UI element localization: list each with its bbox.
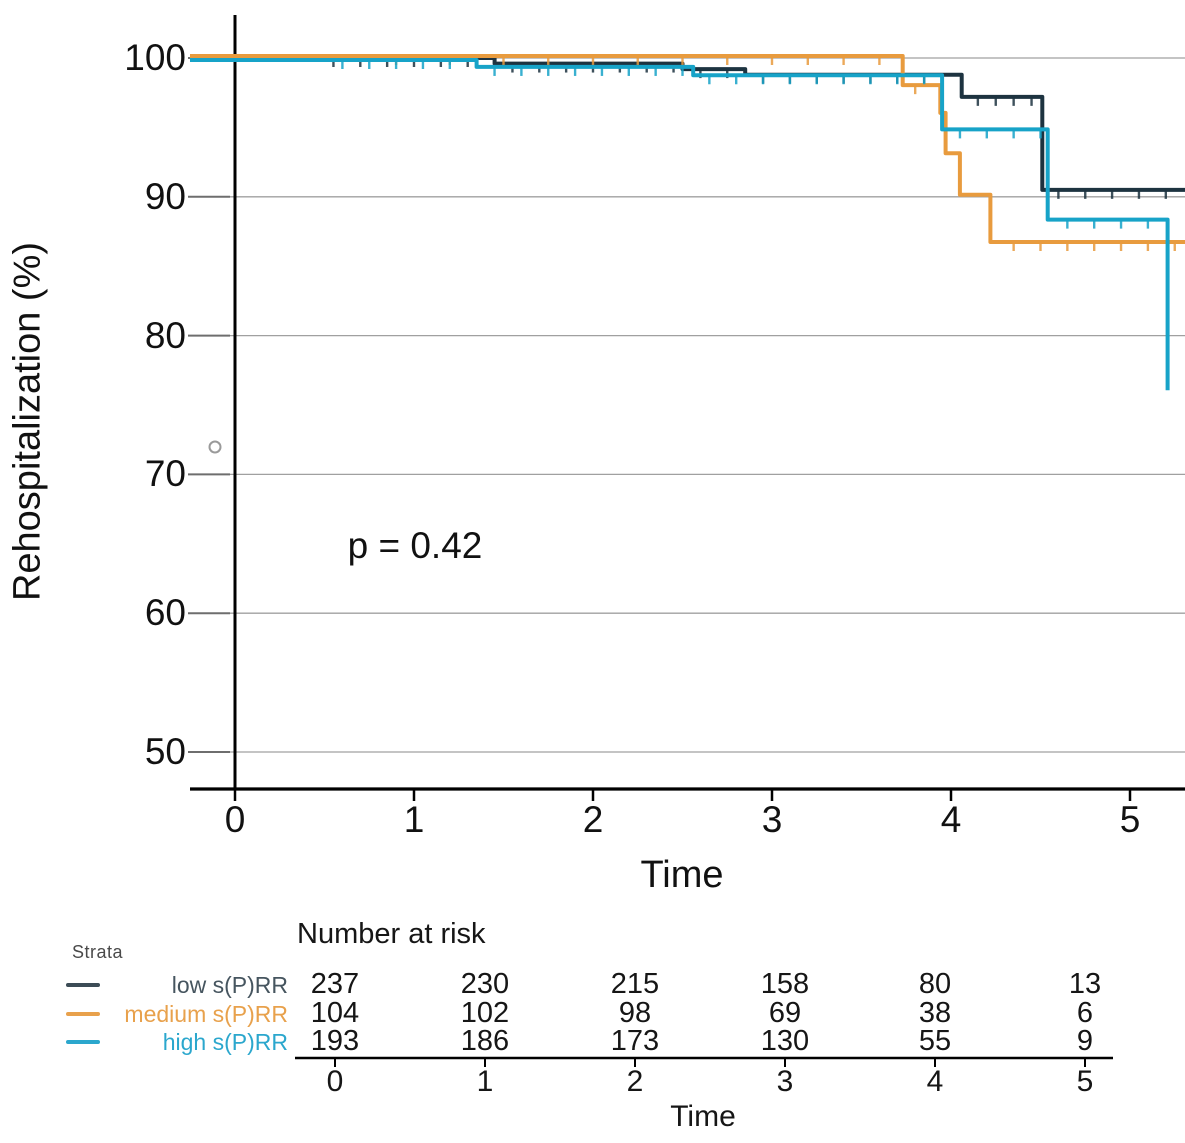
x-tick-label: 4 <box>940 799 962 840</box>
risk-time-label: 3 <box>776 1065 794 1098</box>
y-tick-label: 50 <box>144 731 186 772</box>
km-curve-low-s-p-rr <box>190 56 1185 192</box>
risk-count-high-s-p-rr: 9 <box>1076 1025 1094 1057</box>
risk-table-time-labels: 0 1 2 3 4 5 <box>260 1066 1160 1098</box>
risk-count-low-s-p-rr: 237 <box>310 968 360 1000</box>
risk-count-medium-s-p-rr: 38 <box>918 996 952 1029</box>
y-tick-label: 60 <box>144 592 186 634</box>
risk-count-medium-s-p-rr: 69 <box>768 996 802 1029</box>
risk-count-low-s-p-rr: 158 <box>760 968 810 1000</box>
risk-time-label: 5 <box>1076 1065 1094 1098</box>
legend-label-low-s-p-rr: low s(P)RR <box>171 972 288 998</box>
y-tick-label: 90 <box>144 175 186 217</box>
risk-count-high-s-p-rr: 55 <box>918 1025 952 1057</box>
risk-row-low-s-p-rr: 237 230 215 158 80 13 <box>260 970 1160 999</box>
risk-count-medium-s-p-rr: 104 <box>310 996 360 1029</box>
risk-count-low-s-p-rr: 80 <box>918 968 952 1000</box>
legend-label-high-s-p-rr: high s(P)RR <box>162 1029 288 1055</box>
legend-dash-medium-s-p-rr <box>66 1011 100 1016</box>
risk-count-low-s-p-rr: 230 <box>460 968 510 1000</box>
x-tick-label: 0 <box>224 799 246 840</box>
p-value-annotation: p = 0.42 <box>347 525 483 566</box>
risk-count-low-s-p-rr: 13 <box>1068 968 1102 1000</box>
risk-count-medium-s-p-rr: 98 <box>618 996 652 1029</box>
legend-row-low-s-p-rr: low s(P)RR <box>0 971 300 999</box>
legend-strata-label: Strata <box>72 942 124 962</box>
risk-time-label: 1 <box>476 1065 494 1098</box>
legend-row-medium-s-p-rr: medium s(P)RR <box>0 1000 300 1028</box>
risk-count-medium-s-p-rr: 6 <box>1076 996 1094 1029</box>
x-tick-label: 5 <box>1119 799 1141 840</box>
risk-row-high-s-p-rr: 193 186 173 130 55 9 <box>260 1027 1160 1056</box>
risk-time-label: 4 <box>926 1065 944 1098</box>
x-axis-title: Time <box>640 854 724 896</box>
legend-dash-high-s-p-rr <box>66 1040 100 1044</box>
risk-row-medium-s-p-rr: 104 102 98 69 38 6 <box>260 996 1160 1029</box>
y-tick-label: 80 <box>144 314 186 356</box>
risk-time-label: 0 <box>326 1065 344 1098</box>
y-tick-label: 100 <box>124 37 186 78</box>
risk-count-medium-s-p-rr: 102 <box>460 996 510 1029</box>
risk-count-low-s-p-rr: 215 <box>610 968 660 1000</box>
x-tick-label: 3 <box>761 799 783 840</box>
risk-count-high-s-p-rr: 186 <box>460 1025 510 1057</box>
x-tick-label: 2 <box>582 799 604 840</box>
risk-table-title: Number at risk <box>297 918 486 950</box>
risk-count-high-s-p-rr: 173 <box>610 1025 660 1057</box>
risk-table-time-title: Time <box>670 1100 736 1133</box>
outlier-circle-marker <box>208 440 222 454</box>
km-curve-high-s-p-rr <box>190 58 1170 391</box>
risk-count-high-s-p-rr: 130 <box>760 1025 810 1057</box>
risk-time-label: 2 <box>626 1065 644 1098</box>
legend-dash-low-s-p-rr <box>66 983 100 987</box>
legend-row-high-s-p-rr: high s(P)RR <box>0 1028 300 1056</box>
y-axis-title: Rehospitalization (%) <box>6 241 49 602</box>
legend-label-medium-s-p-rr: medium s(P)RR <box>124 1000 288 1027</box>
km-curve-medium-s-p-rr <box>190 54 1185 244</box>
y-tick-label: 70 <box>144 453 186 495</box>
risk-count-high-s-p-rr: 193 <box>310 1025 360 1057</box>
x-tick-label: 1 <box>403 799 425 840</box>
